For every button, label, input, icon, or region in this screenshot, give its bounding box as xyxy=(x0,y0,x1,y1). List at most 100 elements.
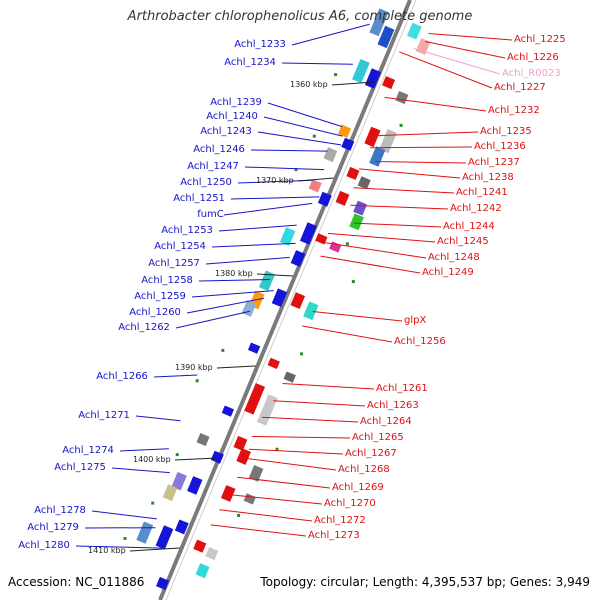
gene-label-achl-1254[interactable]: Achl_1254 xyxy=(154,241,206,252)
gene-label-achl-1263[interactable]: Achl_1263 xyxy=(367,400,419,411)
gene-label-achl-1268[interactable]: Achl_1268 xyxy=(338,464,390,475)
gene-block[interactable] xyxy=(233,435,248,451)
gene-label-achl-1278[interactable]: Achl_1278 xyxy=(34,505,86,516)
gene-label-achl-1267[interactable]: Achl_1267 xyxy=(345,448,397,459)
gene-block[interactable] xyxy=(155,525,174,550)
gene-label-achl-1273[interactable]: Achl_1273 xyxy=(308,530,360,541)
gene-label-achl-1271[interactable]: Achl_1271 xyxy=(78,410,130,421)
gene-label-achl-1272[interactable]: Achl_1272 xyxy=(314,515,366,526)
gene-block[interactable] xyxy=(395,90,409,105)
gene-block[interactable] xyxy=(256,394,278,426)
gene-label-achl-1266[interactable]: Achl_1266 xyxy=(96,371,148,382)
gene-label-achl-1270[interactable]: Achl_1270 xyxy=(324,498,376,509)
gene-block[interactable] xyxy=(156,576,170,591)
gene-label-fumc[interactable]: fumC xyxy=(197,209,224,220)
gene-block[interactable] xyxy=(315,233,328,245)
gene-block[interactable] xyxy=(136,521,154,544)
gene-block[interactable] xyxy=(279,227,296,246)
gene-block[interactable] xyxy=(364,126,381,148)
gene-label-achl-1245[interactable]: Achl_1245 xyxy=(437,236,489,247)
gene-block[interactable] xyxy=(353,200,368,216)
gene-label-achl-1262[interactable]: Achl_1262 xyxy=(118,322,170,333)
gene-label-achl-1248[interactable]: Achl_1248 xyxy=(428,252,480,263)
gene-label-achl-1226[interactable]: Achl_1226 xyxy=(507,52,559,63)
gene-block[interactable] xyxy=(248,464,264,482)
gene-label-achl-1227[interactable]: Achl_1227 xyxy=(494,82,546,93)
gene-block[interactable] xyxy=(382,76,396,90)
gene-block[interactable] xyxy=(299,222,317,245)
gene-label-achl-1246[interactable]: Achl_1246 xyxy=(193,144,245,155)
gene-block[interactable] xyxy=(162,484,178,502)
gene-label-achl-1256[interactable]: Achl_1256 xyxy=(394,336,446,347)
gene-label-achl-1239[interactable]: Achl_1239 xyxy=(210,97,262,108)
gene-block[interactable] xyxy=(364,68,382,89)
gene-block[interactable] xyxy=(205,546,219,561)
gene-block[interactable] xyxy=(377,25,395,49)
gene-block[interactable] xyxy=(357,176,371,190)
gene-block[interactable] xyxy=(349,213,364,231)
gene-block[interactable] xyxy=(290,292,306,310)
gene-block[interactable] xyxy=(195,563,210,579)
gene-label-achl-1280[interactable]: Achl_1280 xyxy=(18,540,70,551)
gene-block[interactable] xyxy=(271,288,288,308)
gene-block[interactable] xyxy=(267,357,280,369)
gene-label-glpx[interactable]: glpX xyxy=(404,315,427,326)
gene-label-achl-1233[interactable]: Achl_1233 xyxy=(234,39,286,50)
gene-block[interactable] xyxy=(236,448,251,465)
gene-label-achl-1232[interactable]: Achl_1232 xyxy=(488,105,540,116)
gene-label-achl-1249[interactable]: Achl_1249 xyxy=(422,267,474,278)
gene-block[interactable] xyxy=(244,383,266,415)
gene-label-achl-r0023[interactable]: Achl_R0023 xyxy=(502,68,561,79)
gene-block[interactable] xyxy=(290,250,306,267)
gene-label-achl-1261[interactable]: Achl_1261 xyxy=(376,383,428,394)
gene-block[interactable] xyxy=(369,8,389,37)
gene-block[interactable] xyxy=(243,493,256,505)
gene-block[interactable] xyxy=(352,58,370,84)
gene-block[interactable] xyxy=(346,166,360,180)
gene-block[interactable] xyxy=(247,342,261,354)
gene-block[interactable] xyxy=(221,405,235,417)
gene-label-achl-1238[interactable]: Achl_1238 xyxy=(462,172,514,183)
gene-label-achl-1247[interactable]: Achl_1247 xyxy=(187,161,239,172)
gene-label-achl-1279[interactable]: Achl_1279 xyxy=(27,522,79,533)
gene-label-achl-1275[interactable]: Achl_1275 xyxy=(54,462,106,473)
gene-block[interactable] xyxy=(369,146,386,167)
gene-label-achl-1237[interactable]: Achl_1237 xyxy=(468,157,520,168)
gene-label-achl-1269[interactable]: Achl_1269 xyxy=(332,482,384,493)
gene-label-achl-1225[interactable]: Achl_1225 xyxy=(514,34,566,45)
gene-label-achl-1242[interactable]: Achl_1242 xyxy=(450,203,502,214)
gene-label-achl-1259[interactable]: Achl_1259 xyxy=(134,291,186,302)
gene-label-achl-1244[interactable]: Achl_1244 xyxy=(443,221,495,232)
gene-label-achl-1235[interactable]: Achl_1235 xyxy=(480,126,532,137)
gene-label-achl-1250[interactable]: Achl_1250 xyxy=(180,177,232,188)
gene-block[interactable] xyxy=(220,485,236,502)
gene-label-achl-1243[interactable]: Achl_1243 xyxy=(200,126,252,137)
gene-block[interactable] xyxy=(174,519,189,535)
gene-block[interactable] xyxy=(303,301,319,321)
gene-block[interactable] xyxy=(283,371,296,383)
gene-block[interactable] xyxy=(337,124,352,138)
gene-block[interactable] xyxy=(210,450,224,464)
gene-label-achl-1258[interactable]: Achl_1258 xyxy=(141,275,193,286)
gene-block[interactable] xyxy=(187,476,203,495)
gene-block[interactable] xyxy=(341,137,355,151)
gene-label-achl-1253[interactable]: Achl_1253 xyxy=(161,225,213,236)
gene-label-achl-1274[interactable]: Achl_1274 xyxy=(62,445,114,456)
gene-label-achl-1264[interactable]: Achl_1264 xyxy=(360,416,412,427)
gene-block[interactable] xyxy=(171,471,187,491)
gene-block[interactable] xyxy=(335,190,350,206)
gene-label-achl-1265[interactable]: Achl_1265 xyxy=(352,432,404,443)
gene-label-achl-1257[interactable]: Achl_1257 xyxy=(148,258,200,269)
gene-label-achl-1260[interactable]: Achl_1260 xyxy=(129,307,181,318)
gene-label-achl-1240[interactable]: Achl_1240 xyxy=(206,111,258,122)
gene-label-achl-1251[interactable]: Achl_1251 xyxy=(173,193,225,204)
gene-label-achl-1236[interactable]: Achl_1236 xyxy=(474,141,526,152)
gene-label-achl-1234[interactable]: Achl_1234 xyxy=(224,57,276,68)
gene-block[interactable] xyxy=(196,432,210,447)
gene-block[interactable] xyxy=(193,539,207,553)
gene-block[interactable] xyxy=(323,147,338,163)
gene-block[interactable] xyxy=(407,22,422,40)
gene-block[interactable] xyxy=(258,270,276,291)
gene-block[interactable] xyxy=(317,191,332,207)
gene-block[interactable] xyxy=(308,179,322,193)
